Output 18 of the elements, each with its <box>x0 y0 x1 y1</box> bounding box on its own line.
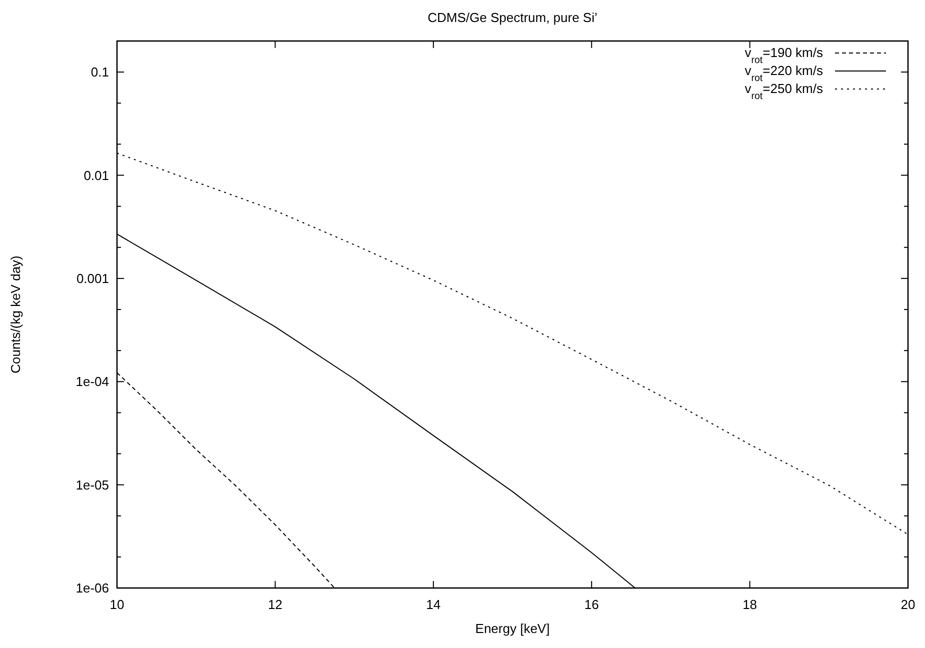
x-tick-label: 12 <box>268 597 282 612</box>
chart-title: CDMS/Ge Spectrum, pure Si’ <box>428 10 598 25</box>
x-tick-label: 20 <box>900 597 916 612</box>
x-tick-label: 18 <box>742 597 758 612</box>
legend-label: v$_{rot}$=190 km/s <box>744 45 824 66</box>
x-tick-label: 10 <box>110 597 124 612</box>
x-tick-label: 14 <box>426 597 441 612</box>
x-tick-label: 16 <box>584 597 599 612</box>
y-axis-title: Counts/(kg keV day) <box>8 256 23 374</box>
y-tick-label: 1e-04 <box>76 374 109 390</box>
y-tick-label: 0.01 <box>84 168 109 183</box>
y-tick-label: 0.1 <box>90 64 109 80</box>
y-tick-label: 1e-06 <box>76 580 109 596</box>
legend-label: v$_{rot}$=220 km/s <box>744 63 824 84</box>
x-axis-title: Energy [keV] <box>475 621 550 636</box>
legend-label: v$_{rot}$=250 km/s <box>744 81 824 102</box>
y-tick-label: 0.001 <box>76 270 109 286</box>
y-tick-label: 1e-05 <box>76 477 109 492</box>
